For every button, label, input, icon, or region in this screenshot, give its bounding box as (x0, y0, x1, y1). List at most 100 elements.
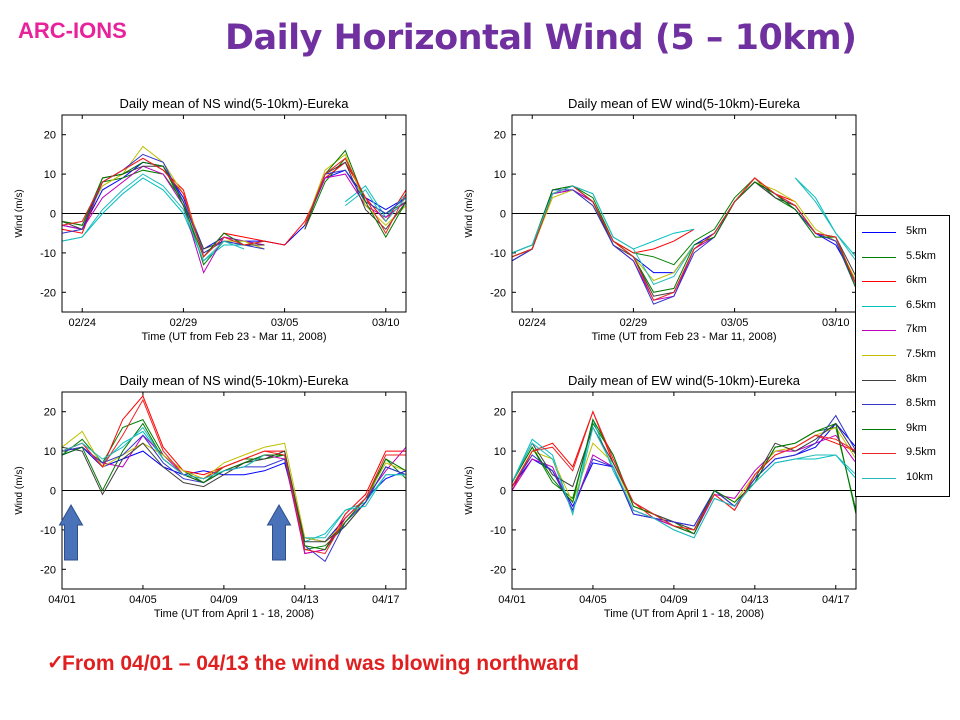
y-axis-label: Wind (m/s) (14, 189, 25, 237)
legend-swatch (862, 232, 896, 233)
legend-label: 10km (906, 471, 933, 483)
y-tick-label: -20 (490, 287, 506, 299)
series-line (61, 153, 407, 254)
y-tick-label: -10 (490, 248, 506, 260)
y-tick-label: 0 (500, 209, 506, 221)
series-line (61, 434, 407, 563)
x-tick-label: 03/05 (271, 317, 299, 329)
series-line (61, 173, 407, 262)
brand-label: ARC-IONS (18, 18, 127, 43)
y-axis-label: Wind (m/s) (464, 466, 475, 514)
x-tick-label: 04/17 (822, 594, 850, 606)
y-tick-label: 10 (44, 446, 56, 458)
y-axis-label: Wind (m/s) (464, 189, 475, 237)
series-line (61, 145, 407, 254)
series-line (511, 410, 857, 531)
series-line (511, 418, 857, 535)
series-line (61, 430, 406, 543)
y-tick-label: 20 (494, 407, 506, 419)
series-line (61, 446, 407, 543)
legend-label: 9km (906, 421, 927, 434)
plot-frame (61, 391, 407, 590)
y-tick-label: -20 (40, 564, 56, 576)
x-axis-label: Time (UT from Feb 23 - Mar 11, 2008) (141, 331, 326, 343)
series-line (511, 426, 857, 531)
x-tick-label: 03/10 (372, 317, 400, 329)
x-tick-label: 04/01 (48, 594, 76, 606)
series-line (61, 422, 407, 551)
chart-panel-1: Daily mean of NS wind(5-10km)-Eureka Time… (14, 96, 407, 343)
series-line (61, 157, 407, 258)
legend-swatch (862, 478, 896, 479)
series-line (61, 418, 407, 551)
series-line (61, 398, 406, 555)
legend-swatch (862, 305, 896, 307)
y-tick-label: 10 (494, 169, 506, 181)
x-tick-label: 02/29 (170, 317, 198, 329)
legend-swatch (862, 453, 896, 455)
legend-label: 6.5km (906, 298, 936, 311)
x-tick-label: 02/29 (620, 317, 648, 329)
footnote-text: From 04/01 – 04/13 the wind was blowing … (62, 652, 579, 675)
series-line (511, 177, 857, 286)
legend-label: 9.5km (906, 446, 936, 459)
y-tick-label: -10 (490, 525, 506, 537)
chart-title: Daily mean of NS wind(5-10km)-Eureka (119, 96, 349, 111)
legend-label: 6km (906, 274, 927, 287)
x-tick-label: 03/10 (822, 317, 850, 329)
chart-legend: 5km 5.5km 6km 6.5km 7km 7.5km 8km 8.5km 9km 9.5km… (855, 215, 950, 497)
x-tick-label: 04/13 (291, 594, 319, 606)
y-tick-label: -20 (40, 287, 56, 299)
y-tick-label: 0 (50, 209, 56, 221)
series-line (511, 181, 857, 305)
x-tick-label: 04/13 (741, 594, 769, 606)
legend-swatch (862, 355, 896, 356)
series-line (61, 430, 407, 543)
chart-panel-2: Daily mean of EW wind(5-10km)-Eureka Time… (464, 96, 857, 343)
x-axis-label: Time (UT from April 1 - 18, 2008) (154, 608, 314, 620)
plot-frame (61, 114, 407, 313)
series-line (511, 410, 857, 531)
checkmark-icon: ✓ (47, 652, 64, 674)
legend-label: 5.5km (906, 249, 936, 262)
y-tick-label: 10 (494, 446, 506, 458)
series-line (61, 426, 406, 539)
x-tick-label: 04/05 (129, 594, 157, 606)
y-tick-label: -10 (40, 248, 56, 260)
y-tick-label: 0 (50, 486, 56, 498)
series-line (511, 181, 857, 301)
series-line (61, 165, 407, 274)
series-line (61, 177, 407, 262)
legend-swatch (862, 379, 896, 381)
slide-title: Daily Horizontal Wind (5 – 10km) (225, 18, 857, 58)
series-line (511, 414, 857, 527)
up-arrow-icon (58, 503, 84, 561)
y-tick-label: -20 (490, 564, 506, 576)
y-tick-label: 20 (44, 130, 56, 142)
legend-label: 8.5km (906, 397, 936, 410)
x-tick-label: 04/17 (372, 594, 400, 606)
x-tick-label: 04/01 (498, 594, 526, 606)
y-tick-label: 20 (494, 130, 506, 142)
y-axis-label: Wind (m/s) (14, 466, 25, 514)
x-tick-label: 03/05 (721, 317, 749, 329)
x-tick-label: 04/09 (210, 594, 238, 606)
chart-title: Daily mean of EW wind(5-10km)-Eureka (568, 373, 801, 388)
legend-label: 7km (906, 323, 927, 336)
chart-panel-3: Daily mean of NS wind(5-10km)-Eureka Time… (14, 373, 407, 620)
legend-label: 7.5km (906, 348, 936, 360)
x-tick-label: 04/09 (660, 594, 688, 606)
plot-frame (511, 114, 857, 313)
y-tick-label: 0 (500, 486, 506, 498)
legend-swatch (862, 256, 896, 258)
legend-swatch (862, 428, 896, 430)
series-line (511, 422, 857, 527)
series-line (511, 181, 857, 293)
series-line (511, 422, 857, 531)
legend-swatch (862, 281, 896, 283)
series-line (511, 177, 857, 301)
legend-label: 5km (906, 225, 927, 237)
up-arrow-icon (266, 503, 292, 561)
x-axis-label: Time (UT from April 1 - 18, 2008) (604, 608, 764, 620)
